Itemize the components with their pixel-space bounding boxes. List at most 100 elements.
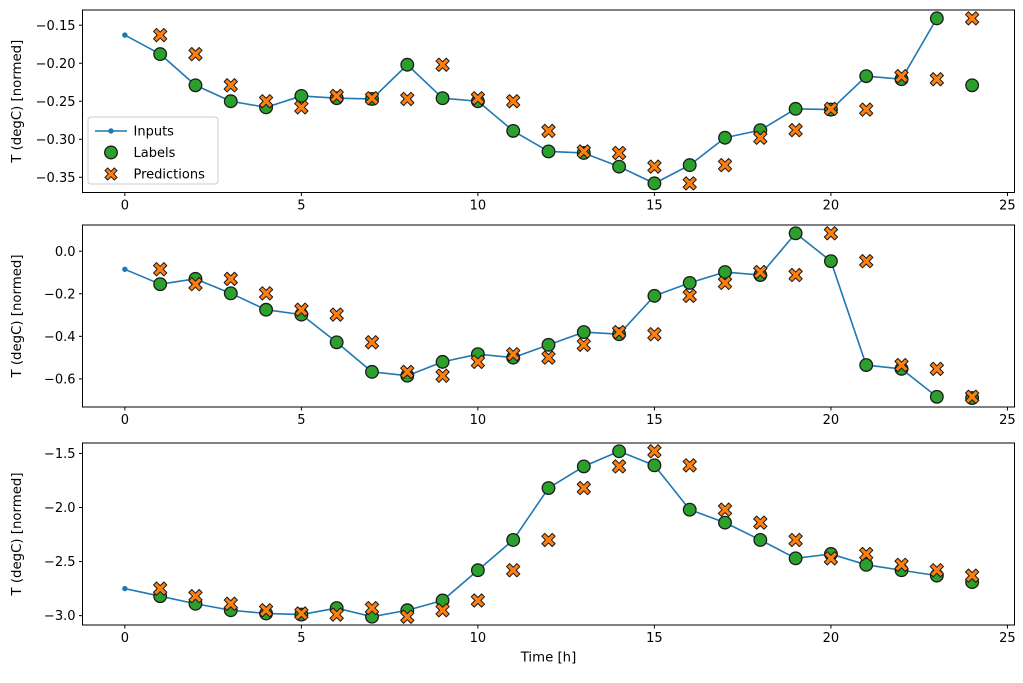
label-marker — [435, 91, 450, 106]
y-tick-label: −0.20 — [36, 57, 76, 72]
input-dot — [122, 585, 128, 592]
prediction-marker — [753, 515, 768, 530]
y-tick-label: −0.25 — [36, 95, 76, 110]
prediction-marker — [788, 267, 803, 283]
label-marker — [223, 94, 238, 109]
prediction-marker — [717, 157, 733, 173]
x-tick-label: 20 — [823, 631, 840, 646]
label-marker — [541, 144, 556, 159]
label-marker — [682, 275, 697, 290]
prediction-marker — [188, 46, 203, 62]
prediction-marker — [788, 123, 803, 138]
x-axis-label: Time [h] — [520, 651, 577, 666]
label-marker — [859, 557, 874, 572]
y-axis-label: T (degC) [normed] — [10, 40, 25, 164]
prediction-marker — [223, 271, 238, 286]
prediction-marker — [717, 502, 733, 517]
y-tick-label: −2.5 — [44, 555, 76, 570]
prediction-marker — [506, 563, 521, 578]
label-marker — [435, 354, 450, 369]
y-tick-label: 0.0 — [55, 245, 76, 260]
prediction-marker — [258, 603, 274, 618]
label-marker — [682, 158, 697, 173]
prediction-marker — [188, 589, 203, 604]
prediction-marker — [541, 123, 556, 139]
label-marker — [294, 88, 309, 103]
label-marker — [718, 265, 732, 279]
subplot-3: 0 5 10 15 20 25 −1.5 −2.0 −2.5 −3.0 T (degC) [norm… — [10, 442, 1016, 666]
prediction-marker — [929, 361, 944, 377]
prediction-marker — [964, 389, 980, 404]
label-marker — [859, 69, 874, 84]
prediction-marker — [964, 11, 980, 26]
x-tick-label: 25 — [999, 199, 1016, 214]
label-marker — [576, 325, 591, 340]
prediction-marker — [223, 78, 238, 93]
prediction-marker — [753, 130, 768, 145]
legend-predictions-x-icon — [104, 167, 118, 181]
y-tick-label: −0.2 — [44, 287, 76, 302]
label-marker — [718, 515, 732, 530]
label-marker — [541, 481, 556, 495]
label-marker — [647, 458, 662, 473]
prediction-marker — [400, 364, 415, 380]
label-marker — [470, 563, 485, 578]
prediction-marker — [506, 347, 521, 362]
label-marker — [788, 226, 803, 241]
prediction-marker — [859, 102, 874, 117]
prediction-marker — [859, 546, 874, 562]
x-tick-label: 0 — [121, 413, 129, 428]
prediction-marker — [647, 159, 662, 174]
x-tick-label: 5 — [297, 199, 305, 214]
x-tick-label: 10 — [470, 413, 487, 428]
prediction-marker — [859, 254, 874, 269]
y-tick-label: −3.0 — [44, 609, 76, 624]
x-tick-label: 25 — [999, 413, 1016, 428]
legend-inputs-dot-icon — [108, 128, 114, 134]
legend: Inputs Labels Predictions — [87, 116, 219, 185]
prediction-marker — [364, 335, 380, 350]
prediction-marker — [541, 532, 556, 548]
prediction-marker — [400, 609, 415, 624]
prediction-marker — [611, 145, 627, 161]
prediction-marker — [329, 88, 344, 104]
legend-label: Labels — [134, 146, 176, 161]
y-tick-label: −0.30 — [36, 133, 76, 148]
label-marker — [223, 286, 238, 301]
x-tick-label: 15 — [646, 199, 663, 214]
label-marker — [859, 358, 874, 373]
x-tick-label: 5 — [297, 631, 305, 646]
label-marker — [365, 364, 379, 379]
x-tick-label: 5 — [297, 413, 305, 428]
x-tick-label: 0 — [121, 199, 129, 214]
label-marker — [329, 335, 344, 350]
label-marker — [965, 78, 980, 93]
legend-box — [87, 116, 219, 185]
prediction-marker — [541, 350, 556, 365]
label-marker — [647, 288, 662, 303]
prediction-marker — [894, 357, 909, 373]
label-marker — [259, 302, 274, 317]
input-dot — [122, 266, 128, 272]
prediction-marker — [258, 94, 274, 109]
x-tick-label: 10 — [470, 199, 487, 214]
prediction-marker — [329, 607, 344, 622]
label-marker — [153, 277, 168, 292]
prediction-marker — [647, 327, 662, 342]
predictions-markers — [153, 444, 980, 624]
label-marker — [188, 78, 203, 93]
prediction-marker — [682, 458, 697, 473]
prediction-marker — [470, 593, 486, 608]
prediction-marker — [929, 72, 944, 87]
label-marker — [929, 389, 944, 404]
label-marker — [823, 254, 838, 269]
prediction-marker — [894, 557, 909, 572]
prediction-marker — [258, 286, 274, 301]
prediction-marker — [364, 91, 380, 106]
y-tick-label: −1.5 — [44, 447, 76, 462]
prediction-marker — [470, 91, 486, 106]
prediction-marker — [611, 459, 627, 474]
prediction-marker — [153, 27, 168, 43]
prediction-marker — [153, 262, 168, 277]
